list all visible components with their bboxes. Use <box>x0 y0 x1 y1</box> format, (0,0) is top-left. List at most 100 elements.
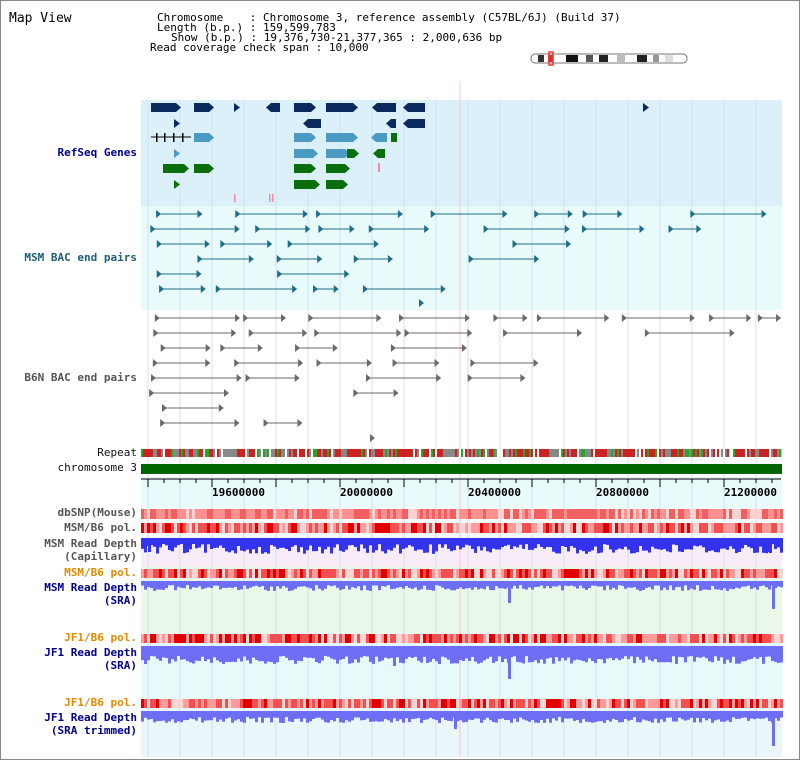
heat-cell <box>501 634 504 643</box>
repeat-block <box>587 449 589 457</box>
ideogram-band <box>617 55 625 62</box>
heat-cell <box>642 569 645 578</box>
heat-cell <box>732 699 735 708</box>
heat-cell <box>378 523 381 533</box>
depth-bar <box>720 538 723 549</box>
track-label-jf1-pol-2[interactable]: JF1/B6 pol. <box>64 696 137 709</box>
depth-bar <box>648 581 651 588</box>
depth-bar <box>264 711 267 718</box>
track-label-msm-pol[interactable]: MSM/B6 pol. <box>64 521 137 534</box>
depth-bar <box>588 538 591 552</box>
heat-cell <box>213 699 216 708</box>
depth-bar <box>729 646 732 663</box>
depth-bar <box>420 646 423 663</box>
heat-cell <box>513 569 516 578</box>
heat-cell <box>579 509 582 519</box>
heat-cell <box>441 509 444 519</box>
heat-cell <box>369 509 372 519</box>
heat-cell <box>606 523 609 533</box>
track-label-msm-bac[interactable]: MSM BAC end pairs <box>24 251 137 264</box>
depth-bar <box>501 538 504 548</box>
depth-bar <box>738 581 741 589</box>
track-label-msm-depth-sra[interactable]: MSM Read Depth <box>44 581 137 594</box>
depth-bar <box>471 538 474 549</box>
heat-cell <box>198 634 201 643</box>
heat-cell <box>555 569 558 578</box>
heat-cell <box>333 523 336 533</box>
heat-cell <box>606 634 609 643</box>
heat-cell <box>654 634 657 643</box>
heat-cell <box>219 634 222 643</box>
heat-cell <box>465 634 468 643</box>
depth-bar <box>429 538 432 545</box>
track-label-jf1-depth-sra[interactable]: JF1 Read Depth <box>44 646 137 659</box>
heat-cell <box>240 523 243 533</box>
repeat-block <box>765 449 767 457</box>
heat-cell <box>507 699 510 708</box>
heat-cell <box>591 509 594 519</box>
depth-bar <box>444 538 447 545</box>
heat-cell <box>780 523 783 533</box>
bac-end <box>236 374 242 382</box>
heat-cell <box>474 569 477 578</box>
depth-bar <box>498 646 501 657</box>
heat-cell <box>486 509 489 519</box>
track-label-jf1-pol[interactable]: JF1/B6 pol. <box>64 631 137 644</box>
heat-cell <box>405 634 408 643</box>
heat-cell <box>408 699 411 708</box>
depth-bar <box>624 581 627 589</box>
depth-bar <box>759 646 762 657</box>
repeat-block <box>421 449 423 457</box>
heat-cell <box>663 523 666 533</box>
repeat-block <box>753 449 755 457</box>
track-label-msm-depth-cap[interactable]: MSM Read Depth <box>44 537 137 550</box>
repeat-block <box>295 449 297 457</box>
heat-cell <box>360 523 363 533</box>
heat-cell <box>744 634 747 643</box>
repeat-block <box>323 449 325 457</box>
heat-cell <box>426 569 429 578</box>
track-label-refseq[interactable]: RefSeq Genes <box>57 146 137 159</box>
gene-feature <box>373 149 385 158</box>
depth-bar <box>621 646 624 659</box>
heat-cell <box>354 699 357 708</box>
bac-end <box>566 240 572 248</box>
heat-cell <box>384 523 387 533</box>
heat-cell <box>585 569 588 578</box>
heat-cell <box>492 569 495 578</box>
depth-bar <box>756 646 759 659</box>
heat-cell <box>588 699 591 708</box>
heat-cell <box>534 509 537 519</box>
depth-bar <box>606 711 609 721</box>
repeat-block <box>411 449 413 457</box>
heat-cell <box>702 523 705 533</box>
heat-cell <box>735 569 738 578</box>
track-label-b6n-bac[interactable]: B6N BAC end pairs <box>24 371 137 384</box>
heat-cell <box>174 634 177 643</box>
depth-bar <box>615 711 618 721</box>
heat-cell <box>432 523 435 533</box>
track-label-msm-pol-2[interactable]: MSM/B6 pol. <box>64 566 137 579</box>
heat-cell <box>246 569 249 578</box>
track-label-jf1-depth-trim[interactable]: JF1 Read Depth <box>44 711 137 724</box>
depth-bar <box>633 711 636 718</box>
heat-cell <box>207 634 210 643</box>
repeat-block <box>553 449 555 457</box>
heat-cell <box>318 569 321 578</box>
depth-bar <box>210 711 213 721</box>
depth-bar <box>549 538 552 548</box>
heat-cell <box>723 523 726 533</box>
depth-bar <box>636 711 639 723</box>
repeat-block <box>729 449 731 457</box>
depth-bar <box>531 581 534 590</box>
heat-cell <box>684 509 687 519</box>
repeat-block <box>711 449 713 457</box>
heat-cell <box>690 699 693 708</box>
depth-bar <box>240 646 243 662</box>
heat-cell <box>633 523 636 533</box>
heat-cell <box>141 634 144 643</box>
track-label-dbsnp[interactable]: dbSNP(Mouse) <box>57 506 137 519</box>
heat-cell <box>639 509 642 519</box>
depth-bar <box>327 711 330 723</box>
